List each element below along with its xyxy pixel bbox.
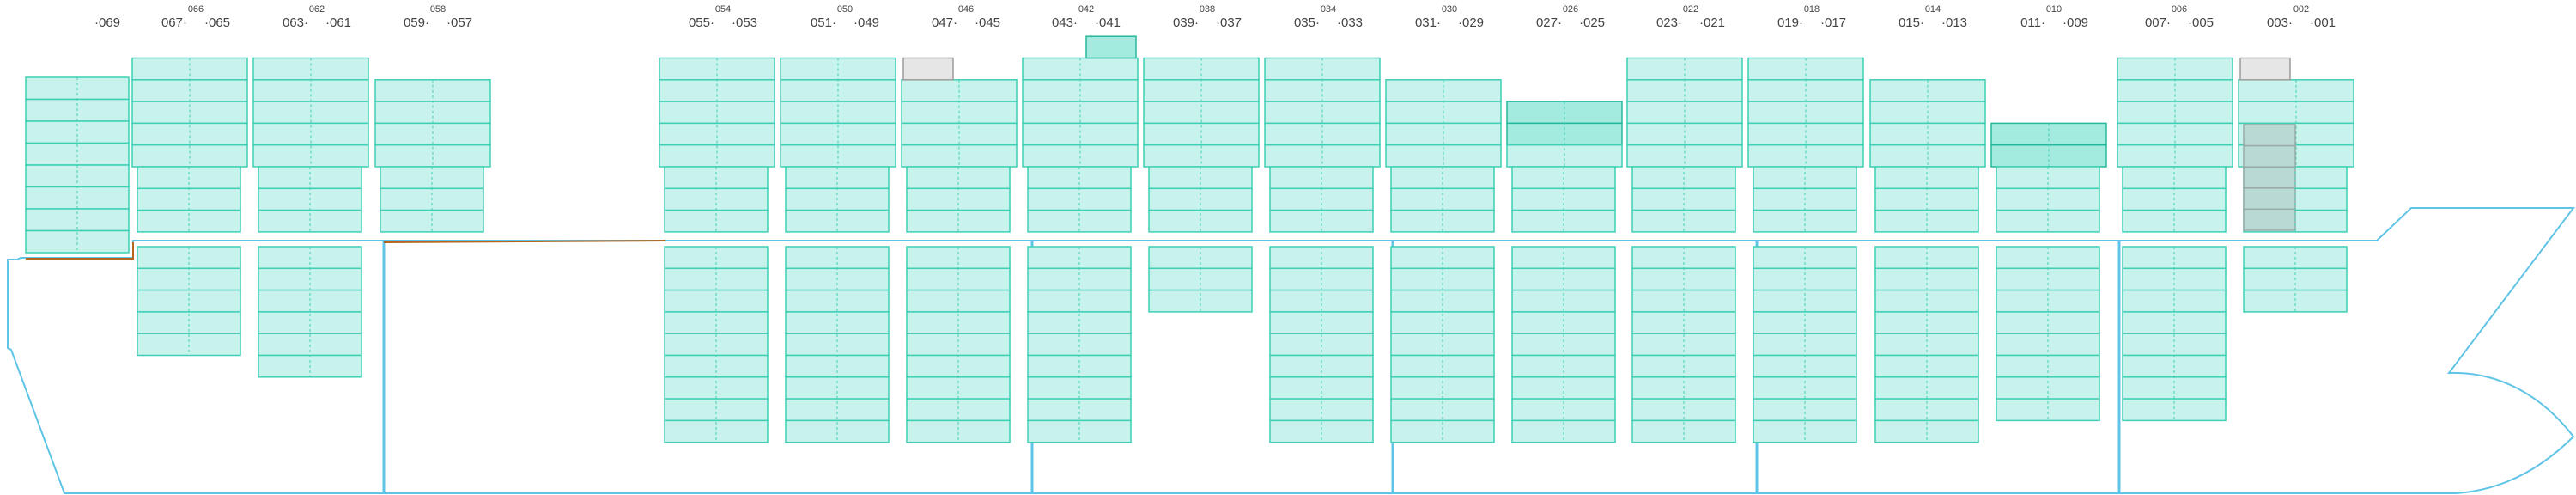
bay-label-right: ·049	[854, 15, 879, 30]
bay-label-mid: 046	[958, 4, 974, 15]
bay-label-left: 035·	[1294, 15, 1320, 30]
bay-label-mid: 030	[1442, 4, 1457, 15]
deck-container-slot	[1022, 144, 1139, 168]
unavailable-slot	[2243, 144, 2296, 168]
unavailable-slot	[2243, 187, 2296, 211]
bay-number-labels: ·069 067·066·065 063·062·061 059·058·057 055…	[94, 4, 2336, 30]
hull-outline	[7, 207, 2576, 494]
hold-container-slot	[785, 289, 890, 313]
deck-container-slot	[1869, 79, 1986, 102]
bay-label-mid: 018	[1804, 4, 1820, 15]
bay-label-left: 007·	[2145, 15, 2171, 30]
bay-label-mid: 066	[188, 4, 204, 15]
bay-label-right: ·069	[94, 15, 120, 30]
hatch-cover	[2239, 57, 2291, 81]
unavailable-slot	[2243, 124, 2296, 147]
bay-label-right: ·021	[1699, 15, 1725, 30]
bay-label-left: 039·	[1173, 15, 1199, 30]
hold-container-slot	[258, 267, 362, 291]
bay-label-mid: 006	[2172, 4, 2187, 15]
reefer-container-slot	[1085, 35, 1137, 59]
bay-label-right: ·045	[975, 15, 1000, 30]
deck-line	[26, 240, 666, 260]
unavailable-slot	[2243, 208, 2296, 231]
bay-label-mid: 062	[309, 4, 325, 15]
bay-label-mid: 058	[430, 4, 446, 15]
bay-label-right: ·041	[1095, 15, 1121, 30]
bay-label-right: ·061	[325, 15, 351, 30]
bay-label-mid: 002	[2293, 4, 2309, 15]
bay-label-left: 011·	[2020, 15, 2045, 30]
bay-label-mid: 022	[1683, 4, 1698, 15]
bay-label-left: 055·	[689, 15, 714, 30]
bay-label-left: 043·	[1052, 15, 1078, 30]
bay-label-right: ·001	[2310, 15, 2336, 30]
bay-label-right: ·013	[1941, 15, 1967, 30]
bay-label-mid: 010	[2046, 4, 2062, 15]
hold-container-slot	[1027, 333, 1132, 357]
bay-label-right: ·029	[1458, 15, 1484, 30]
bay-label-left: 059·	[404, 15, 429, 30]
bay-label-right: ·057	[447, 15, 472, 30]
hold-container-slot	[137, 289, 241, 313]
bay-label-left: 015·	[1899, 15, 1924, 30]
container-stack-layer	[25, 35, 2354, 443]
bay-label-left: 067·	[161, 15, 187, 30]
bay-label-left: 027·	[1536, 15, 1562, 30]
bay-label-left: 047·	[932, 15, 957, 30]
bay-label-right: ·033	[1337, 15, 1363, 30]
bay-label-mid: 054	[715, 4, 731, 15]
bay-label-right: ·005	[2188, 15, 2214, 30]
bay-label-right: ·037	[1216, 15, 1242, 30]
hatch-cover	[902, 57, 954, 81]
bay-label-left: 023·	[1656, 15, 1682, 30]
bay-label-left: 051·	[811, 15, 836, 30]
bay-label-left: 063·	[283, 15, 308, 30]
bay-label-right: ·065	[204, 15, 230, 30]
bay-label-mid: 042	[1078, 4, 1094, 15]
bay-label-mid: 034	[1321, 4, 1336, 15]
hold-container-slot	[2122, 267, 2227, 291]
bay-label-left: 031·	[1415, 15, 1441, 30]
unavailable-slot	[2243, 166, 2296, 189]
bay-label-mid: 038	[1200, 4, 1215, 15]
bay-label-mid: 026	[1563, 4, 1578, 15]
bay-label-right: ·025	[1579, 15, 1605, 30]
hold-container-slot	[1996, 246, 2100, 270]
bay-label-right: ·009	[2063, 15, 2088, 30]
bay-label-mid: 050	[837, 4, 853, 15]
bay-label-left: 019·	[1777, 15, 1803, 30]
bay-label-left: 003·	[2267, 15, 2293, 30]
bay-label-right: ·017	[1820, 15, 1846, 30]
hold-container-slot	[1874, 419, 1979, 443]
bay-label-right: ·053	[732, 15, 757, 30]
bay-label-mid: 014	[1925, 4, 1941, 15]
